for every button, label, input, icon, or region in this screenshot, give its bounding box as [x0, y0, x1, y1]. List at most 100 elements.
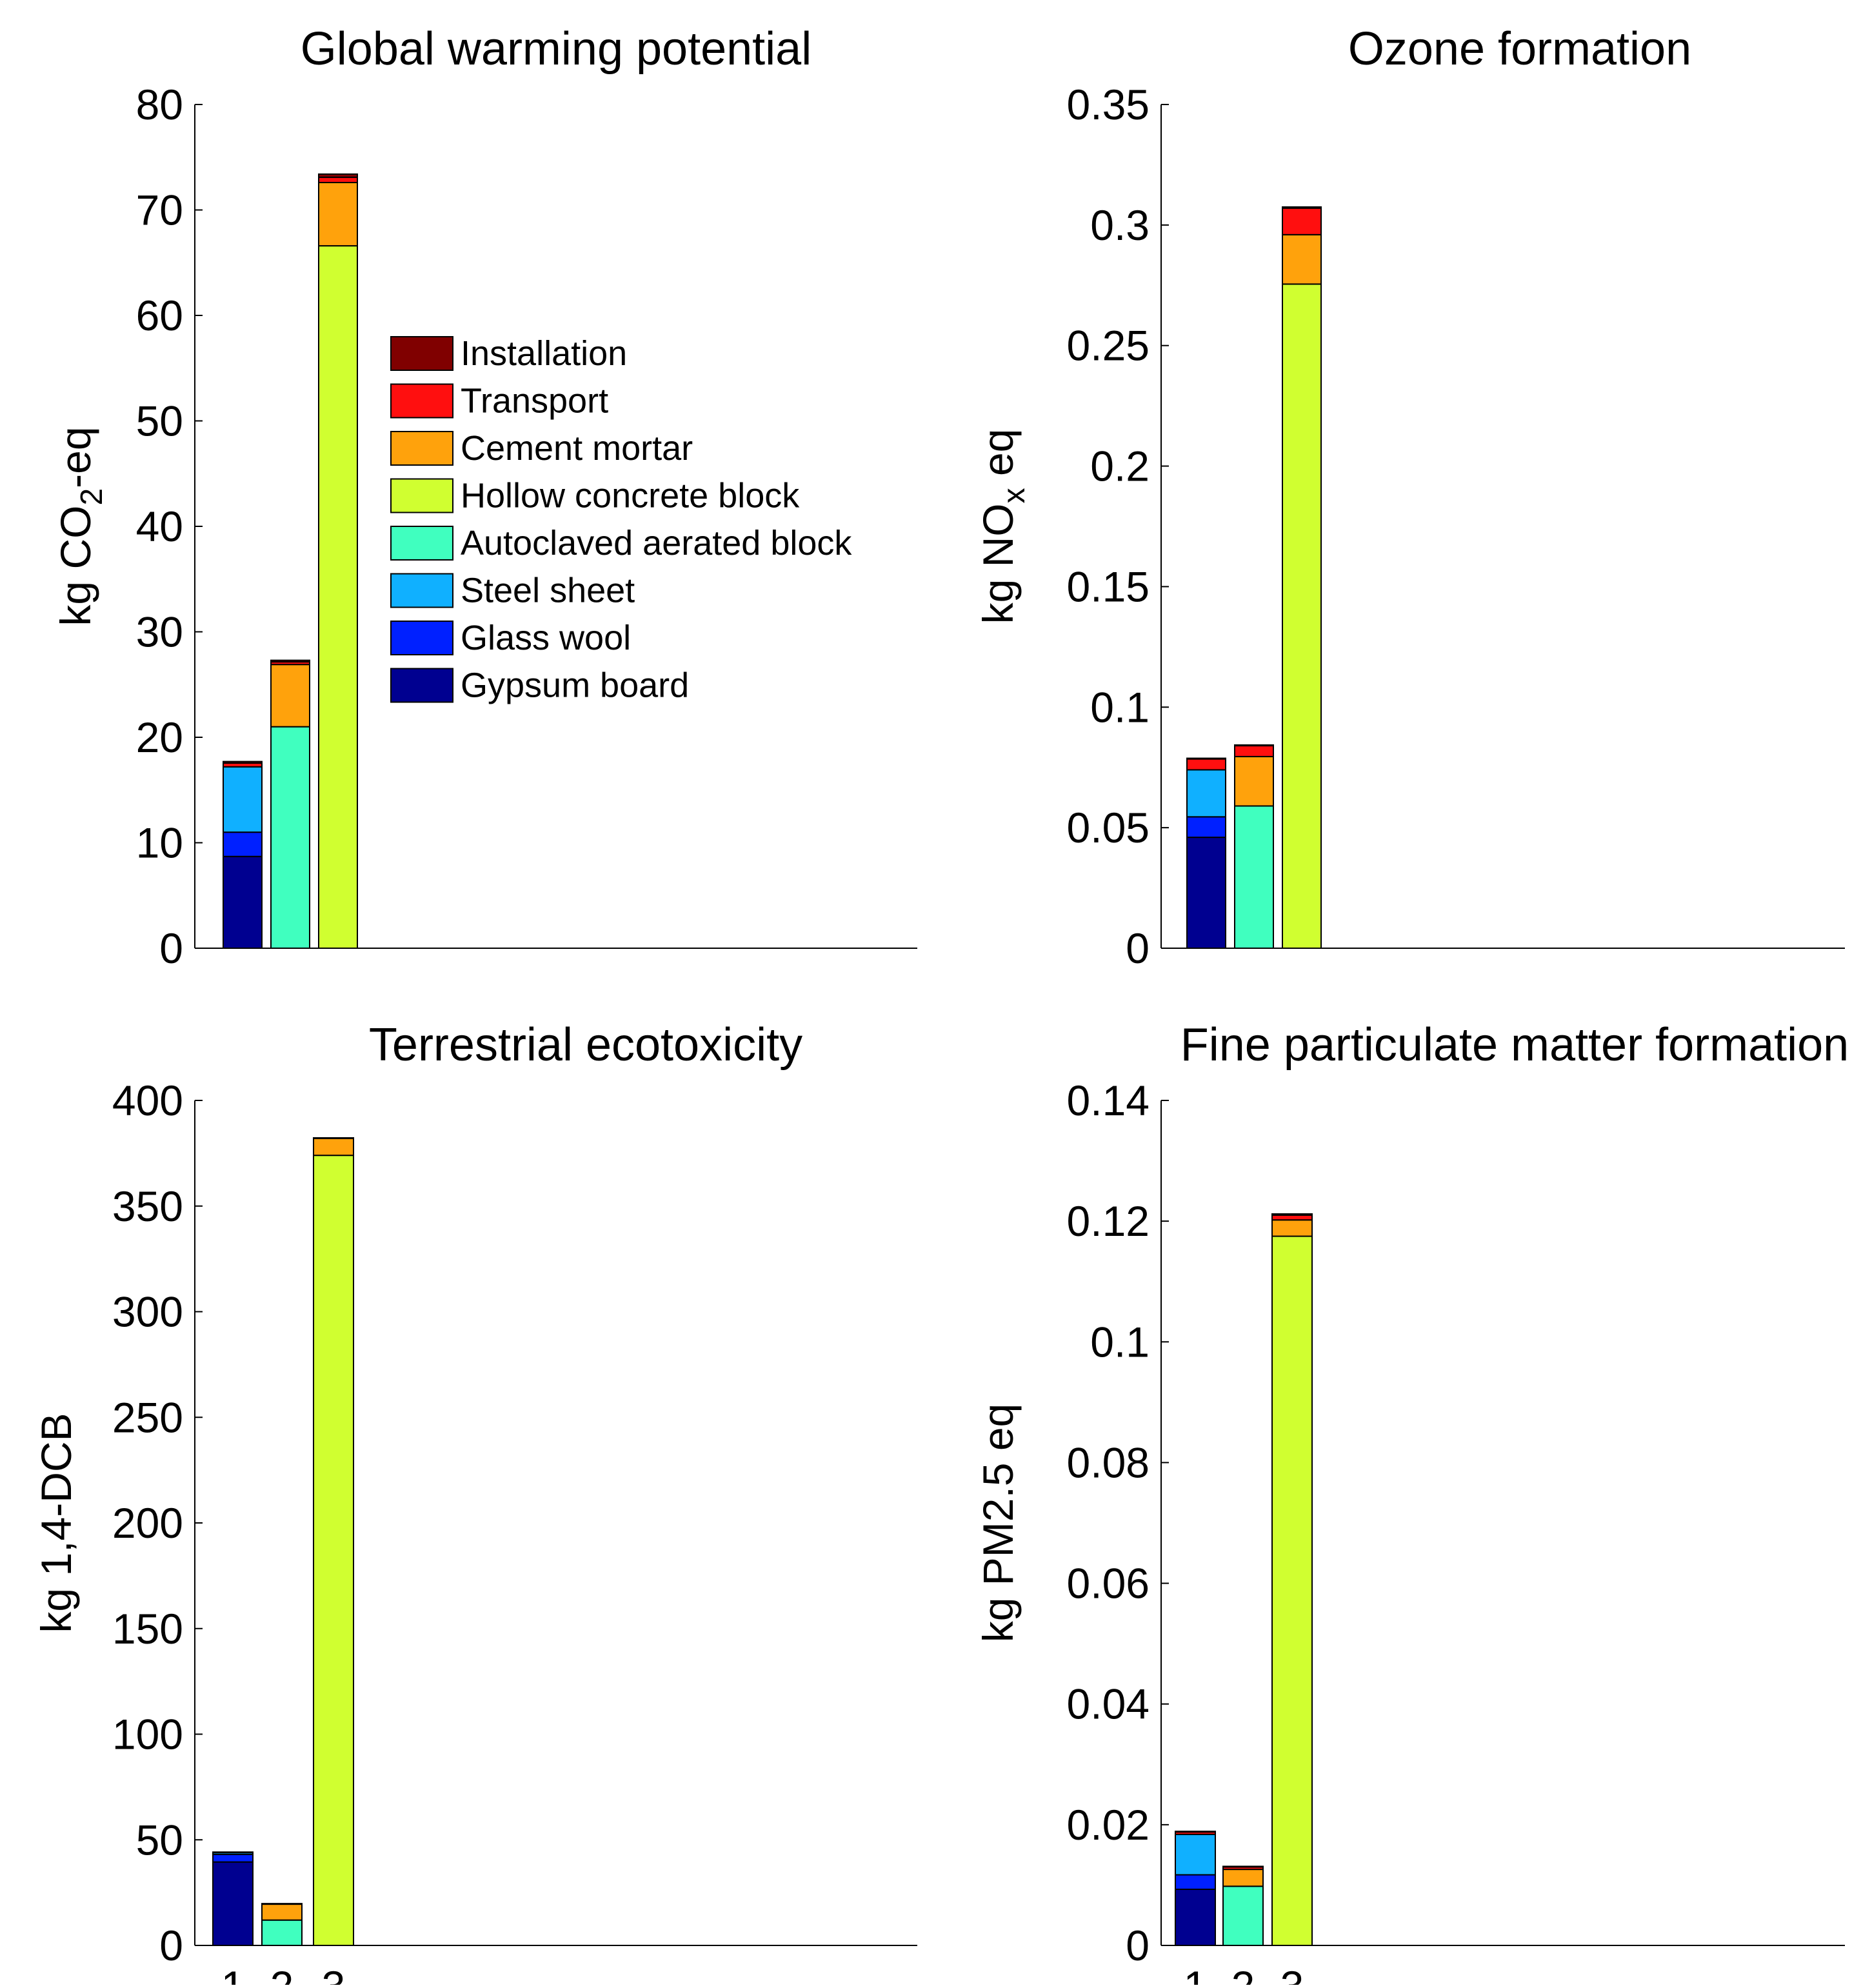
y-tick-label: 0 [159, 924, 183, 972]
y-tick-label: 0.04 [1067, 1680, 1150, 1728]
bar-3-cement-mortar [318, 181, 358, 247]
y-tick-label: 0 [1126, 1922, 1150, 1969]
bar-1-glass-wool [223, 831, 263, 857]
bar-3-transport [318, 176, 358, 183]
y-axis-label: kg PM2.5 eq [974, 1404, 1022, 1643]
bar-1-installation [1175, 1831, 1216, 1833]
bar-2-autoclaved-aerated-block [1222, 1885, 1264, 1947]
legend-swatch-gypsum-board [390, 668, 453, 703]
y-tick-label: 0.1 [1090, 683, 1150, 731]
bar-3-transport [1271, 1214, 1313, 1221]
y-tick-label: 150 [112, 1605, 183, 1653]
bar-2-autoclaved-aerated-block [261, 1919, 303, 1946]
bar-2-cement-mortar [1222, 1869, 1264, 1887]
bar-1-glass-wool [212, 1853, 254, 1863]
chart-panel-4: Fine particulate matter formation 0 0.02 0.… [974, 1019, 1849, 1988]
legend-label-cement-mortar: Cement mortar [461, 429, 693, 468]
legend-label-gypsum-board: Gypsum board [461, 666, 689, 705]
legend-label-hollow-concrete-block: Hollow concrete block [461, 477, 800, 515]
legend-swatch-steel-sheet [390, 573, 453, 608]
bar-1-gypsum-board [1186, 837, 1226, 949]
y-tick-label: 350 [112, 1182, 183, 1230]
bar-3-hollow-concrete-block [318, 245, 358, 949]
bar-3-cement-mortar [313, 1137, 354, 1157]
y-tick-label: 0.02 [1067, 1801, 1150, 1849]
y-tick-label: 300 [112, 1288, 183, 1336]
y-tick-label: 0.05 [1067, 804, 1150, 851]
y-tick-label: 0.15 [1067, 562, 1150, 610]
bar-2-cement-mortar [270, 664, 310, 728]
chart-title: Global warming potential [301, 23, 812, 75]
y-tick-label: 250 [112, 1393, 183, 1441]
x-tick-label: 1 [1184, 1962, 1208, 1985]
bar-2-autoclaved-aerated-block [1234, 805, 1274, 949]
bar-3-cement-mortar [1282, 234, 1322, 285]
y-tick-label: 20 [136, 713, 183, 761]
legend-swatch-cement-mortar [390, 431, 453, 466]
y-tick-label: 30 [136, 608, 183, 656]
bar-2-installation [270, 659, 310, 663]
bar-3-cement-mortar [1271, 1219, 1313, 1237]
legend-label-steel-sheet: Steel sheet [461, 572, 635, 610]
bar-2-installation [1234, 744, 1274, 747]
bar-2-transport [1234, 745, 1274, 757]
y-tick-label: 0.14 [1067, 1077, 1150, 1124]
bar-2-installation [1222, 1865, 1264, 1868]
legend-label-autoclaved-aerated-block: Autoclaved aerated block [461, 524, 852, 562]
bar-1-steel-sheet [1175, 1833, 1216, 1876]
y-tick-label: 0.35 [1067, 81, 1150, 128]
y-tick-label: 80 [136, 81, 183, 128]
legend-swatch-glass-wool [390, 621, 453, 655]
bar-3-hollow-concrete-block [1282, 283, 1322, 949]
y-axis-label: kg CO2-eq [52, 426, 109, 626]
x-tick-label: 3 [1280, 1962, 1304, 1985]
y-tick-label: 40 [136, 502, 183, 550]
legend-label-installation: Installation [461, 334, 627, 373]
x-tick-label: 3 [322, 1962, 346, 1985]
y-tick-label: 70 [136, 186, 183, 234]
y-tick-label: 10 [136, 819, 183, 867]
bar-1-steel-sheet [1186, 769, 1226, 818]
bar-1-gypsum-board [212, 1861, 254, 1946]
bar-1-steel-sheet [223, 766, 263, 833]
y-tick-label: 0 [159, 1922, 183, 1969]
bar-1-glass-wool [1175, 1874, 1216, 1890]
y-tick-label: 400 [112, 1077, 183, 1124]
chart-panel-2: Ozone formation 0 0.05 0.1 0.15 0.2 0.25 0.3 0.3… [974, 23, 1845, 972]
y-tick-label: 200 [112, 1499, 183, 1547]
bar-2-autoclaved-aerated-block [270, 726, 310, 949]
legend: Installation Transport Cement mortar Hollow… [390, 334, 852, 705]
y-tick-label: 0.3 [1090, 201, 1150, 249]
chart-title: Fine particulate matter formation [1180, 1019, 1849, 1071]
bar-2-cement-mortar [261, 1903, 303, 1921]
y-tick-label: 100 [112, 1711, 183, 1758]
chart-title: Terrestrial ecotoxicity [369, 1019, 802, 1071]
legend-swatch-installation [390, 336, 453, 371]
bar-1-transport [212, 1851, 254, 1854]
chart-title: Ozone formation [1348, 23, 1691, 75]
chart-panel-1: Global warming potential 0 10 20 30 40 50 60 70 8… [52, 23, 917, 972]
bar-1-glass-wool [1186, 816, 1226, 839]
legend-label-glass-wool: Glass wool [461, 619, 631, 657]
y-tick-label: 60 [136, 292, 183, 339]
y-tick-label: 0.2 [1090, 442, 1150, 490]
chart-panel-3: Terrestrial ecotoxicity 0 50 100 150 200 250 30… [32, 1019, 917, 1988]
x-tick-label: 1 [221, 1962, 245, 1985]
bar-2-cement-mortar [1234, 755, 1274, 807]
y-tick-label: 0.12 [1067, 1197, 1150, 1245]
x-tick-label: 2 [270, 1962, 294, 1985]
bar-1-gypsum-board [223, 855, 263, 949]
bar-3-hollow-concrete-block [1271, 1235, 1313, 1946]
bar-3-installation [318, 173, 358, 178]
bar-3-installation [1282, 206, 1322, 209]
legend-swatch-hollow-concrete-block [390, 478, 453, 513]
bar-3-transport [1282, 207, 1322, 235]
y-tick-label: 0.25 [1067, 322, 1150, 370]
y-tick-label: 0 [1126, 924, 1150, 972]
y-tick-label: 50 [136, 1816, 183, 1864]
bar-3-hollow-concrete-block [313, 1155, 354, 1946]
bar-3-installation [1271, 1213, 1313, 1216]
y-axis-label: kg 1,4-DCB [32, 1413, 80, 1633]
